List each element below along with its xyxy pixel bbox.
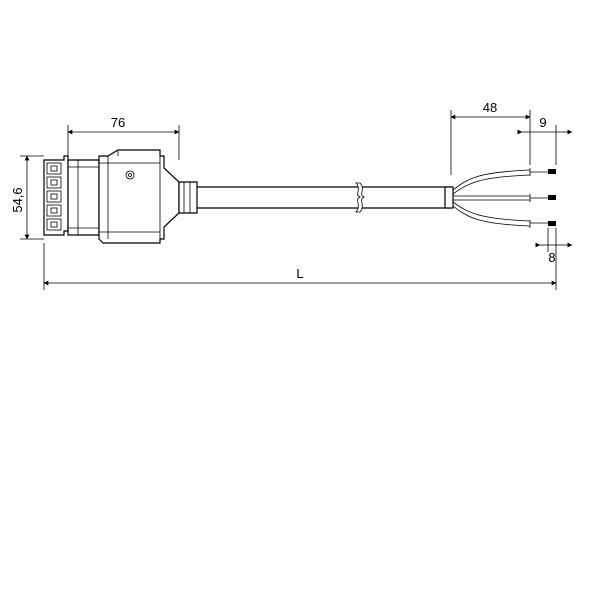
dim-ferrule-length: 8: [548, 250, 555, 265]
dim-wire-end-length: 48: [483, 100, 497, 115]
cable: [197, 183, 451, 212]
dim-total-length: L: [296, 266, 303, 281]
dim-connector-height: 54,6: [10, 187, 25, 212]
connector: [44, 150, 197, 243]
dim-connector-length: 76: [111, 115, 125, 130]
wire-fanout: [445, 168, 556, 228]
dim-strip-length: 9: [539, 115, 546, 130]
technical-drawing: 76 48 9: [0, 0, 600, 600]
